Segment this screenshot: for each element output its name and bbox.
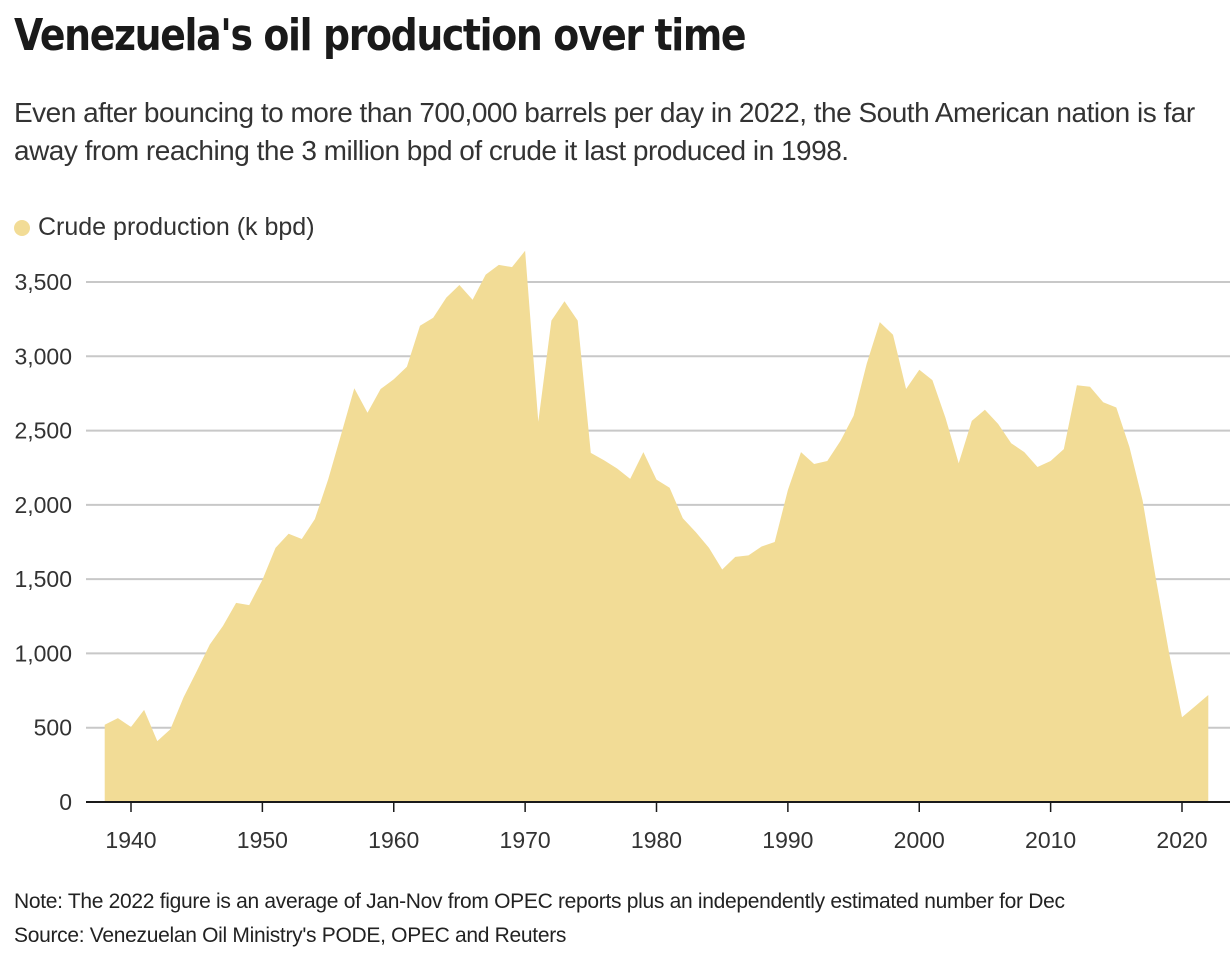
y-tick-label: 0 xyxy=(59,789,72,815)
x-tick-label: 1990 xyxy=(762,827,813,853)
y-tick-label: 1,500 xyxy=(14,566,72,592)
y-tick-label: 2,500 xyxy=(14,418,72,444)
y-tick-label: 3,500 xyxy=(14,269,72,295)
x-tick-label: 1960 xyxy=(368,827,419,853)
x-tick-label: 1970 xyxy=(500,827,551,853)
x-tick-label: 2010 xyxy=(1025,827,1076,853)
chart-title: Venezuela's oil production over time xyxy=(14,10,747,61)
x-tick-label: 1950 xyxy=(237,827,288,853)
legend-label: Crude production (k bpd) xyxy=(38,213,315,241)
x-tick-label: 2020 xyxy=(1156,827,1207,853)
y-tick-label: 500 xyxy=(34,715,72,741)
y-axis: 0 500 1,000 1,500 2,000 2,500 3,000 3,500 xyxy=(14,269,72,815)
area-crude-production xyxy=(104,250,1209,803)
area-series xyxy=(104,250,1209,803)
x-tick-label: 1980 xyxy=(631,827,682,853)
y-tick-label: 3,000 xyxy=(14,343,72,369)
x-tick-label: 2000 xyxy=(894,827,945,853)
legend: Crude production (k bpd) xyxy=(14,213,315,242)
y-tick-label: 2,000 xyxy=(14,492,72,518)
chart-source: Source: Venezuelan Oil Ministry's PODE, … xyxy=(14,924,567,947)
x-axis: 1940 1950 1960 1970 1980 1990 2000 2010 2020 xyxy=(86,801,1230,853)
x-tick-label: 1940 xyxy=(105,827,156,853)
chart-subtitle: Even after bouncing to more than 700,000… xyxy=(14,97,1195,166)
y-tick-label: 1,000 xyxy=(14,640,72,666)
legend-swatch-crude-production xyxy=(14,219,30,236)
chart-note: Note: The 2022 figure is an average of J… xyxy=(14,890,1065,913)
